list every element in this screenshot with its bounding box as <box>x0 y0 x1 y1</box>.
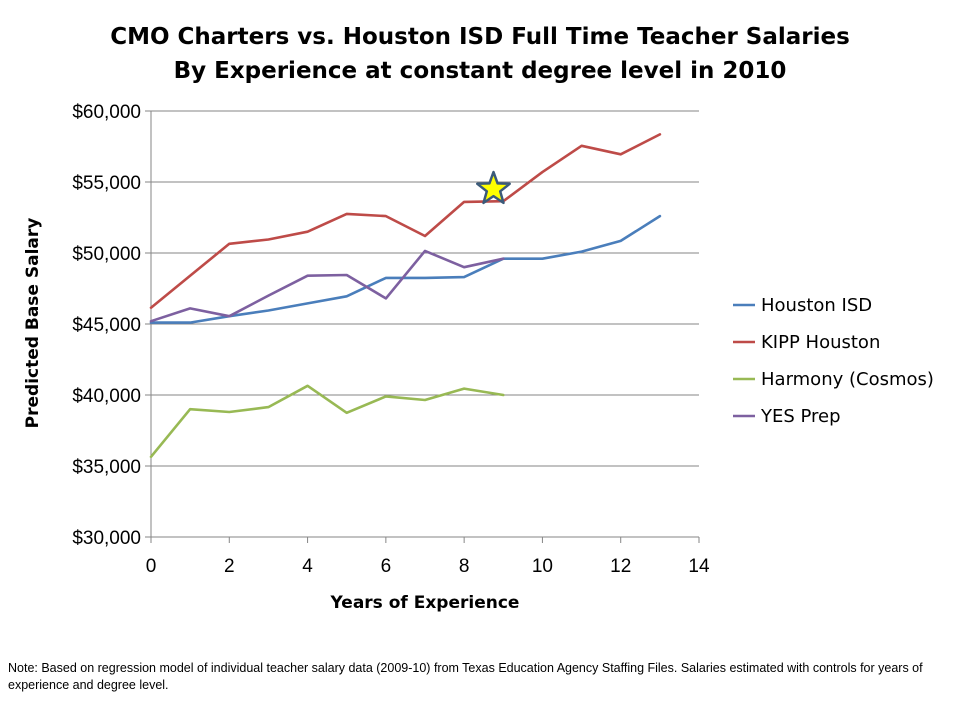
chart-title-line-1: CMO Charters vs. Houston ISD Full Time T… <box>110 24 850 50</box>
legend-label: Harmony (Cosmos) <box>761 369 934 390</box>
series-lines <box>149 133 662 459</box>
y-tick-label: $40,000 <box>72 386 141 407</box>
legend-label: Houston ISD <box>761 295 872 316</box>
y-tick-label: $60,000 <box>72 102 141 123</box>
series-line-harmony-cosmos <box>149 384 505 459</box>
legend-label: YES Prep <box>760 406 841 427</box>
x-tick-label: 10 <box>532 556 553 577</box>
legend-item-yes-prep: YES Prep <box>733 406 841 427</box>
y-tick-label: $35,000 <box>72 457 141 478</box>
x-axis-label: Years of Experience <box>330 593 520 613</box>
line-chart: $30,000 $35,000 $40,000 $45,000 $50,000 $55,0… <box>23 102 934 613</box>
legend-item-harmony-cosmos: Harmony (Cosmos) <box>733 369 934 390</box>
y-tick-label: $50,000 <box>72 244 141 265</box>
legend-label: KIPP Houston <box>761 332 880 353</box>
x-tick-label: 12 <box>610 556 631 577</box>
annotations <box>476 170 511 205</box>
chart-title-line-2: By Experience at constant degree level i… <box>173 58 787 84</box>
legend-item-kipp-houston: KIPP Houston <box>733 332 880 353</box>
y-axis-label: Predicted Base Salary <box>23 218 43 429</box>
footnote: Note: Based on regression model of indiv… <box>8 661 923 692</box>
y-tick-label: $55,000 <box>72 173 141 194</box>
y-tick-label: $45,000 <box>72 315 141 336</box>
gridlines <box>151 110 699 538</box>
series-line-houston-isd <box>149 214 662 324</box>
series-line-kipp-houston <box>149 133 662 310</box>
chart-title: CMO Charters vs. Houston ISD Full Time T… <box>0 20 960 88</box>
x-tick-label: 4 <box>302 556 313 577</box>
x-tick-label: 2 <box>224 556 235 577</box>
series-line-yes-prep <box>149 249 505 323</box>
x-tick-label: 0 <box>146 556 157 577</box>
x-tick-label: 14 <box>688 556 710 577</box>
x-tick-label: 8 <box>459 556 470 577</box>
y-tick-label: $30,000 <box>72 528 141 549</box>
legend-item-houston-isd: Houston ISD <box>733 295 872 316</box>
star-icon <box>476 170 511 205</box>
legend: Houston ISD KIPP Houston Harmony (Cosmos) Y… <box>733 295 934 427</box>
axes: $30,000 $35,000 $40,000 $45,000 $50,000 $55,0… <box>72 102 710 577</box>
x-tick-label: 6 <box>381 556 392 577</box>
